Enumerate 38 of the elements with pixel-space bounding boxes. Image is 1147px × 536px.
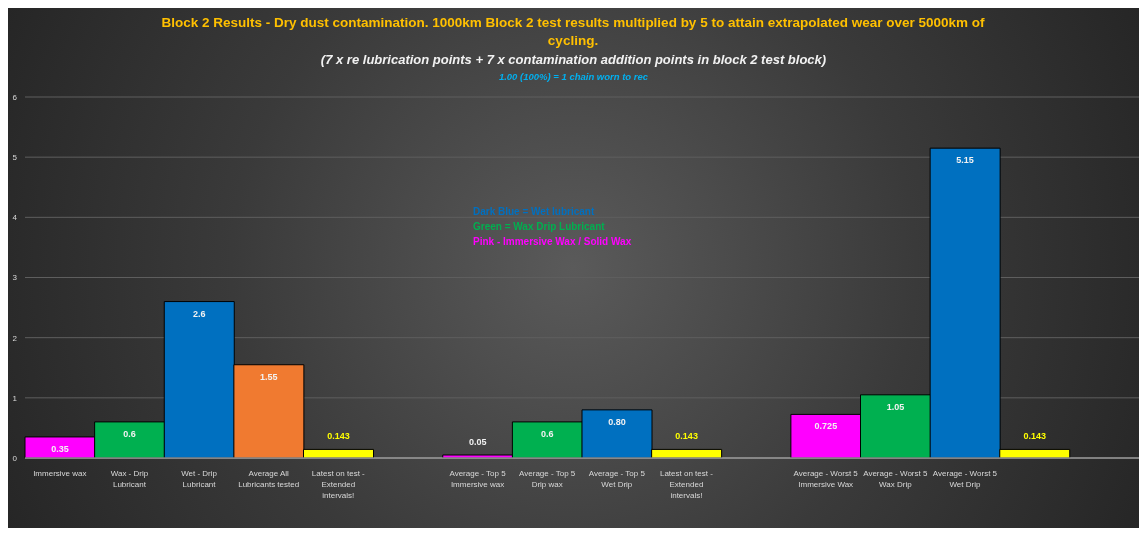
data-label: 0.725 <box>814 421 838 432</box>
y-tick-label: 2 <box>12 333 18 343</box>
x-tick-label: Average - Worst 5 Immersive Wax <box>793 469 859 489</box>
data-label: 0.05 <box>468 436 487 447</box>
data-label: 0.6 <box>123 428 136 439</box>
y-tick-label: 0 <box>12 453 18 463</box>
data-label: 0.35 <box>51 443 69 454</box>
annotation: Green = Wax Drip Lubricant <box>473 221 605 232</box>
x-tick-label: Average - Top 5 Wet Drip <box>588 469 646 489</box>
data-label: 1.05 <box>886 401 905 412</box>
data-label: 2.6 <box>192 308 206 319</box>
annotation: Pink - Immersive Wax / Solid Wax <box>473 236 632 247</box>
x-tick-label: Latest on test - Extended intervals! <box>659 469 714 500</box>
y-tick-label: 1 <box>12 393 18 403</box>
x-tick-label: Average All Lubricants tested <box>238 469 300 489</box>
data-label: 0.143 <box>327 431 350 442</box>
y-tick-label: 3 <box>12 273 18 283</box>
x-tick-label: Wet - Drip Lubricant <box>181 469 218 489</box>
text: 1.00 (100%) = 1 chain worn to rec <box>497 71 650 82</box>
chart-title: Block 2 Results - Dry dust contamination. 1000km Block 2 test results multiplied by 5 to attain extrapolated wear over 5000km of cycling. <box>160 14 986 50</box>
x-tick-label: Average - Top 5 Immersive wax <box>449 469 507 489</box>
x-tick-label: Average - Top 5 Drip wax <box>519 469 576 489</box>
data-label: 0.6 <box>541 428 554 439</box>
y-tick-label: 6 <box>12 92 18 102</box>
data-label: 0.143 <box>1023 431 1047 442</box>
y-tick-label: 4 <box>12 213 18 223</box>
data-label: 0.143 <box>675 431 698 442</box>
data-label: 1.55 <box>260 371 278 382</box>
data-label: 0.80 <box>608 416 626 427</box>
x-tick-label: Average - Worst 5 Wet Drip <box>932 469 998 489</box>
x-tick-label: Wax - Drip Lubricant <box>110 469 149 489</box>
x-tick-label: Latest on test - Extended intervals! <box>311 469 366 500</box>
y-tick-label: 5 <box>12 153 18 163</box>
annotation: Dark Blue = Wet lubricant <box>473 206 595 217</box>
data-label: 5.15 <box>956 155 974 166</box>
x-tick-label: Immersive wax <box>33 469 87 478</box>
chart-subtitle: (7 x re lubrication points + 7 x contamination addition points in block 2 test block) <box>319 52 828 67</box>
x-tick-label: Average - Worst 5 Wax Drip <box>863 469 928 489</box>
